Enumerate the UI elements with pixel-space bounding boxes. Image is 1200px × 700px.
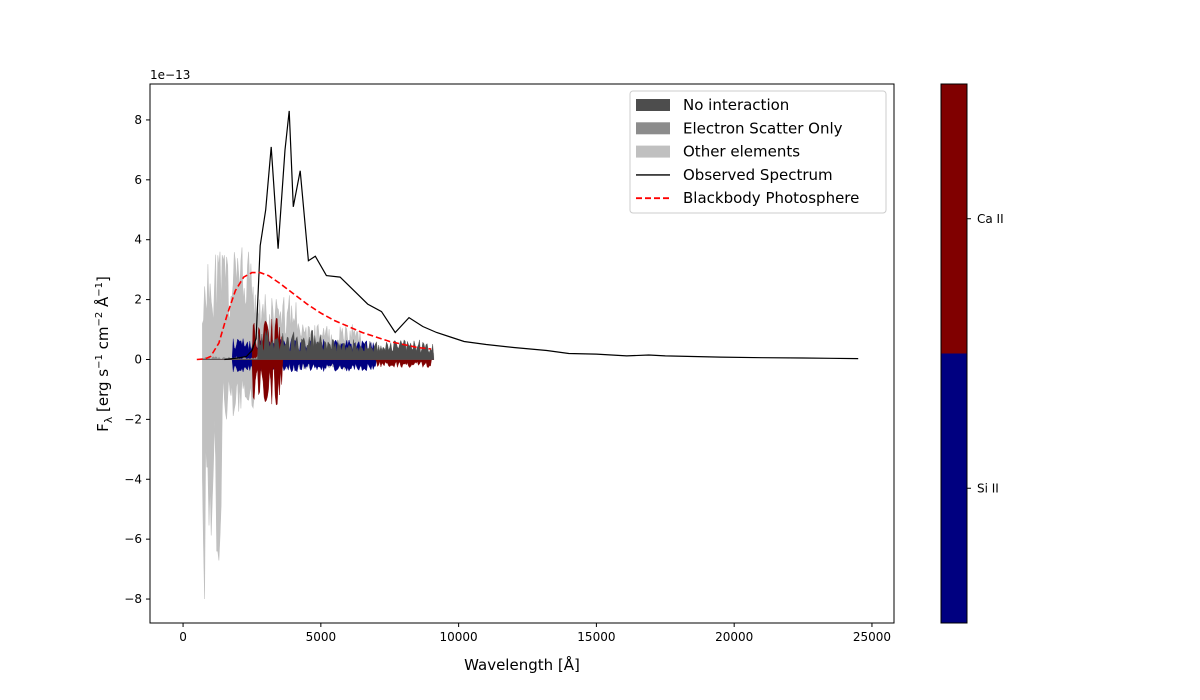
y-axis: −8 −6 −4 −2 0 2 4 6 8 — [124, 113, 150, 606]
colorbar: Si II Ca II — [940, 83, 1004, 624]
blackbody-photosphere-line — [196, 271, 432, 361]
x-tick-label: 25000 — [853, 630, 891, 644]
series-layer — [196, 110, 859, 361]
legend-label: Other elements — [683, 143, 800, 161]
y-tick-label: 8 — [134, 113, 142, 127]
y-tick-label: −8 — [124, 592, 142, 606]
y-label-exp-cm: −2 — [94, 312, 105, 327]
colorbar-label: Si II — [977, 481, 999, 495]
legend-swatch — [636, 99, 670, 111]
y-label-units-mid1: cm — [94, 326, 112, 354]
y-label-base: F — [94, 423, 112, 432]
y-multiplier: 1e−13 — [150, 68, 190, 82]
x-tick-label: 0 — [179, 630, 187, 644]
x-tick-label: 20000 — [715, 630, 753, 644]
x-tick-label: 15000 — [577, 630, 615, 644]
y-tick-label: 6 — [134, 173, 142, 187]
y-label-units-suffix: ] — [94, 276, 112, 282]
colorbar-label: Ca II — [977, 212, 1004, 226]
y-label-exp-a: −1 — [94, 282, 105, 297]
observed-spectrum-line — [224, 110, 859, 361]
legend-label: Blackbody Photosphere — [683, 189, 859, 207]
plot-frame — [149, 83, 895, 624]
y-label-units-mid2: Å — [93, 296, 112, 312]
y-tick-label: 4 — [134, 233, 142, 247]
legend-swatch — [636, 122, 670, 135]
y-label-sub: λ — [102, 416, 115, 423]
y-label-exp-s: −1 — [94, 354, 105, 369]
x-axis: 0 5000 10000 15000 20000 25000 — [179, 623, 891, 644]
legend-label: Electron Scatter Only — [683, 119, 843, 137]
y-axis-label: Fλ [erg s−1 cm−2 Å−1] — [93, 276, 115, 432]
y-tick-label: −4 — [124, 472, 142, 486]
spectral-decomposition-fill — [202, 247, 435, 600]
colorbar-frame — [940, 83, 968, 624]
colorbar-segment — [941, 353, 967, 623]
legend-label: Observed Spectrum — [683, 166, 833, 184]
legend: No interaction Electron Scatter Only Other… — [629, 90, 887, 214]
y-tick-label: 2 — [134, 293, 142, 307]
x-axis-label: Wavelength [Å] — [464, 655, 580, 674]
y-tick-label: 0 — [134, 352, 142, 366]
colorbar-segment — [941, 84, 967, 354]
y-tick-label: −2 — [124, 412, 142, 426]
x-tick-label: 5000 — [306, 630, 337, 644]
x-tick-label: 10000 — [440, 630, 478, 644]
legend-label: No interaction — [683, 96, 789, 114]
y-tick-label: −6 — [124, 532, 142, 546]
y-label-units-prefix: [erg s — [94, 369, 112, 417]
legend-box — [629, 90, 887, 214]
legend-swatch — [636, 145, 670, 158]
